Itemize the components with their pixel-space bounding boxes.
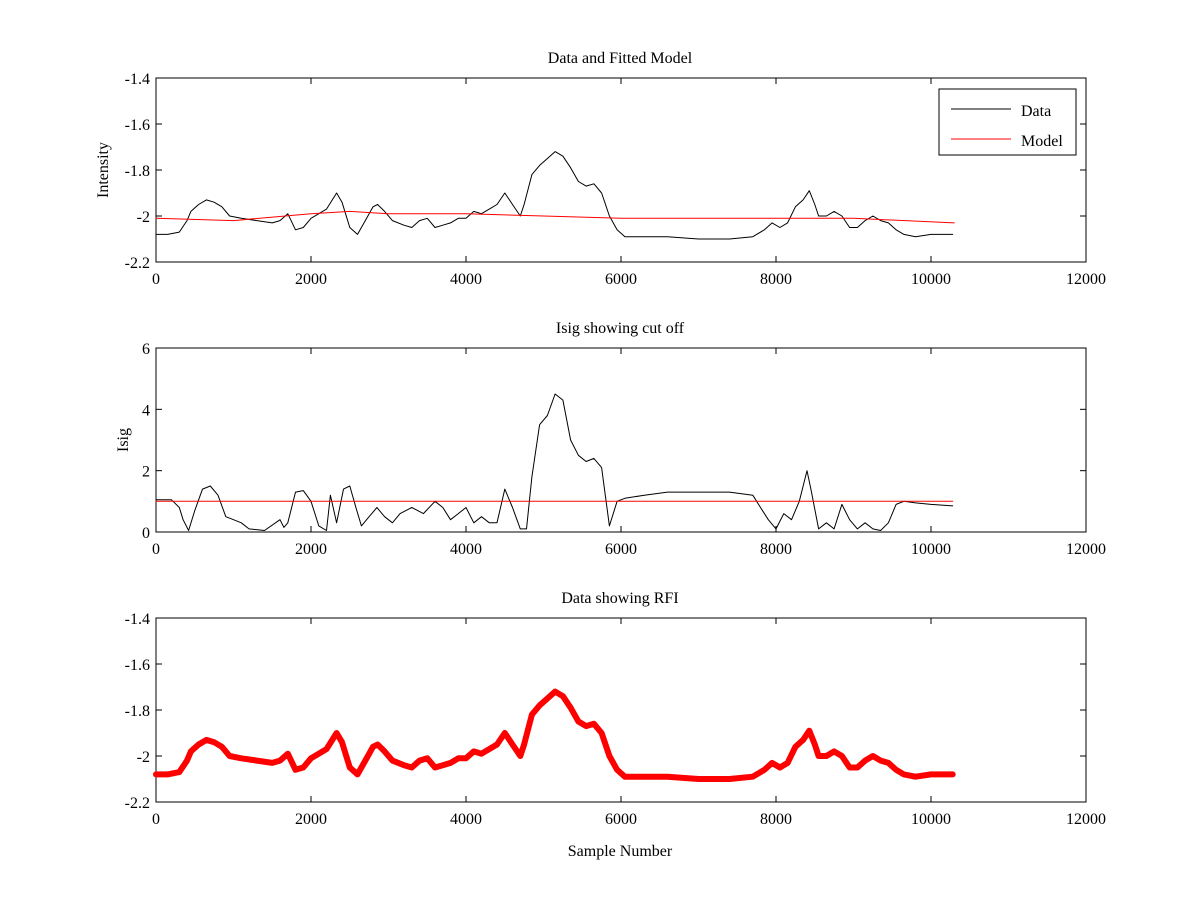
y-tick-label: -1.8 — [125, 703, 150, 720]
plot-area — [155, 77, 1087, 263]
y-tick-label: -2.2 — [125, 795, 150, 812]
x-tick-label: 8000 — [760, 541, 792, 558]
x-tick-label: 0 — [152, 811, 160, 828]
x-tick-label: 12000 — [1066, 811, 1106, 828]
x-tick-label: 2000 — [295, 271, 327, 288]
legend-label-data: Data — [1021, 103, 1051, 120]
x-tick-label: 6000 — [605, 271, 637, 288]
ticks: 0 2000 4000 6000 8000 10000 12000 -2.2 -2 -1.8 -1.… — [125, 611, 1106, 828]
chart-title: Data showing RFI — [561, 590, 678, 607]
y-axis-label: Isig — [115, 428, 132, 452]
series-group — [155, 151, 955, 240]
x-tick-label: 8000 — [760, 271, 792, 288]
x-tick-label: 4000 — [450, 811, 482, 828]
x-tick-label: 8000 — [760, 811, 792, 828]
x-tick-label: 12000 — [1066, 271, 1106, 288]
x-tick-label: 2000 — [295, 811, 327, 828]
series-group — [155, 393, 954, 531]
series-group — [153, 688, 956, 782]
ticks: 0 2000 4000 6000 8000 10000 12000 0 2 4 6 — [142, 341, 1106, 558]
series-line-data — [155, 151, 954, 240]
x-tick-label: 10000 — [911, 271, 951, 288]
x-tick-label: 2000 — [295, 541, 327, 558]
legend: Data Model — [938, 88, 1077, 156]
y-tick-label: -2 — [137, 209, 150, 226]
x-tick-label: 0 — [152, 541, 160, 558]
plot-area — [155, 347, 1087, 533]
x-tick-label: 12000 — [1066, 541, 1106, 558]
y-tick-label: -2.2 — [125, 255, 150, 272]
x-tick-label: 10000 — [911, 811, 951, 828]
series-line-primary — [153, 688, 956, 782]
panel-data-showing-rfi: Data showing RFI 0 2000 4000 6000 8000 10000 1… — [125, 590, 1106, 860]
y-tick-label: 6 — [142, 341, 150, 358]
series-line-model — [155, 210, 955, 224]
y-tick-label: 0 — [142, 525, 150, 542]
y-tick-label: -1.4 — [125, 71, 150, 88]
x-tick-label: 0 — [152, 271, 160, 288]
legend-box — [938, 88, 1077, 156]
y-tick-label: 4 — [142, 402, 150, 419]
y-axis-label: Intensity — [95, 142, 112, 198]
y-tick-label: -1.4 — [125, 611, 150, 628]
x-axis-label: Sample Number — [568, 843, 673, 860]
y-tick-label: -1.8 — [125, 163, 150, 180]
panel-data-and-fitted-model: Data and Fitted Model 0 2000 4000 6000 8000 1… — [95, 50, 1106, 288]
y-tick-label: -2 — [137, 749, 150, 766]
legend-label-model: Model — [1021, 133, 1063, 150]
x-tick-label: 6000 — [605, 541, 637, 558]
x-tick-label: 4000 — [450, 541, 482, 558]
x-tick-label: 4000 — [450, 271, 482, 288]
series-line-primary — [155, 393, 954, 531]
chart-title: Isig showing cut off — [556, 320, 685, 337]
y-tick-label: -1.6 — [125, 117, 150, 134]
x-tick-label: 10000 — [911, 541, 951, 558]
panel-isig-showing-cut-off: Isig showing cut off 0 2000 4000 6000 8000 10… — [115, 320, 1106, 558]
y-tick-label: -1.6 — [125, 657, 150, 674]
ticks: 0 2000 4000 6000 8000 10000 12000 -2.2 -2 -1.8 -1.… — [125, 71, 1106, 288]
chart-title: Data and Fitted Model — [548, 50, 693, 67]
y-tick-label: 2 — [142, 464, 150, 481]
x-tick-label: 6000 — [605, 811, 637, 828]
